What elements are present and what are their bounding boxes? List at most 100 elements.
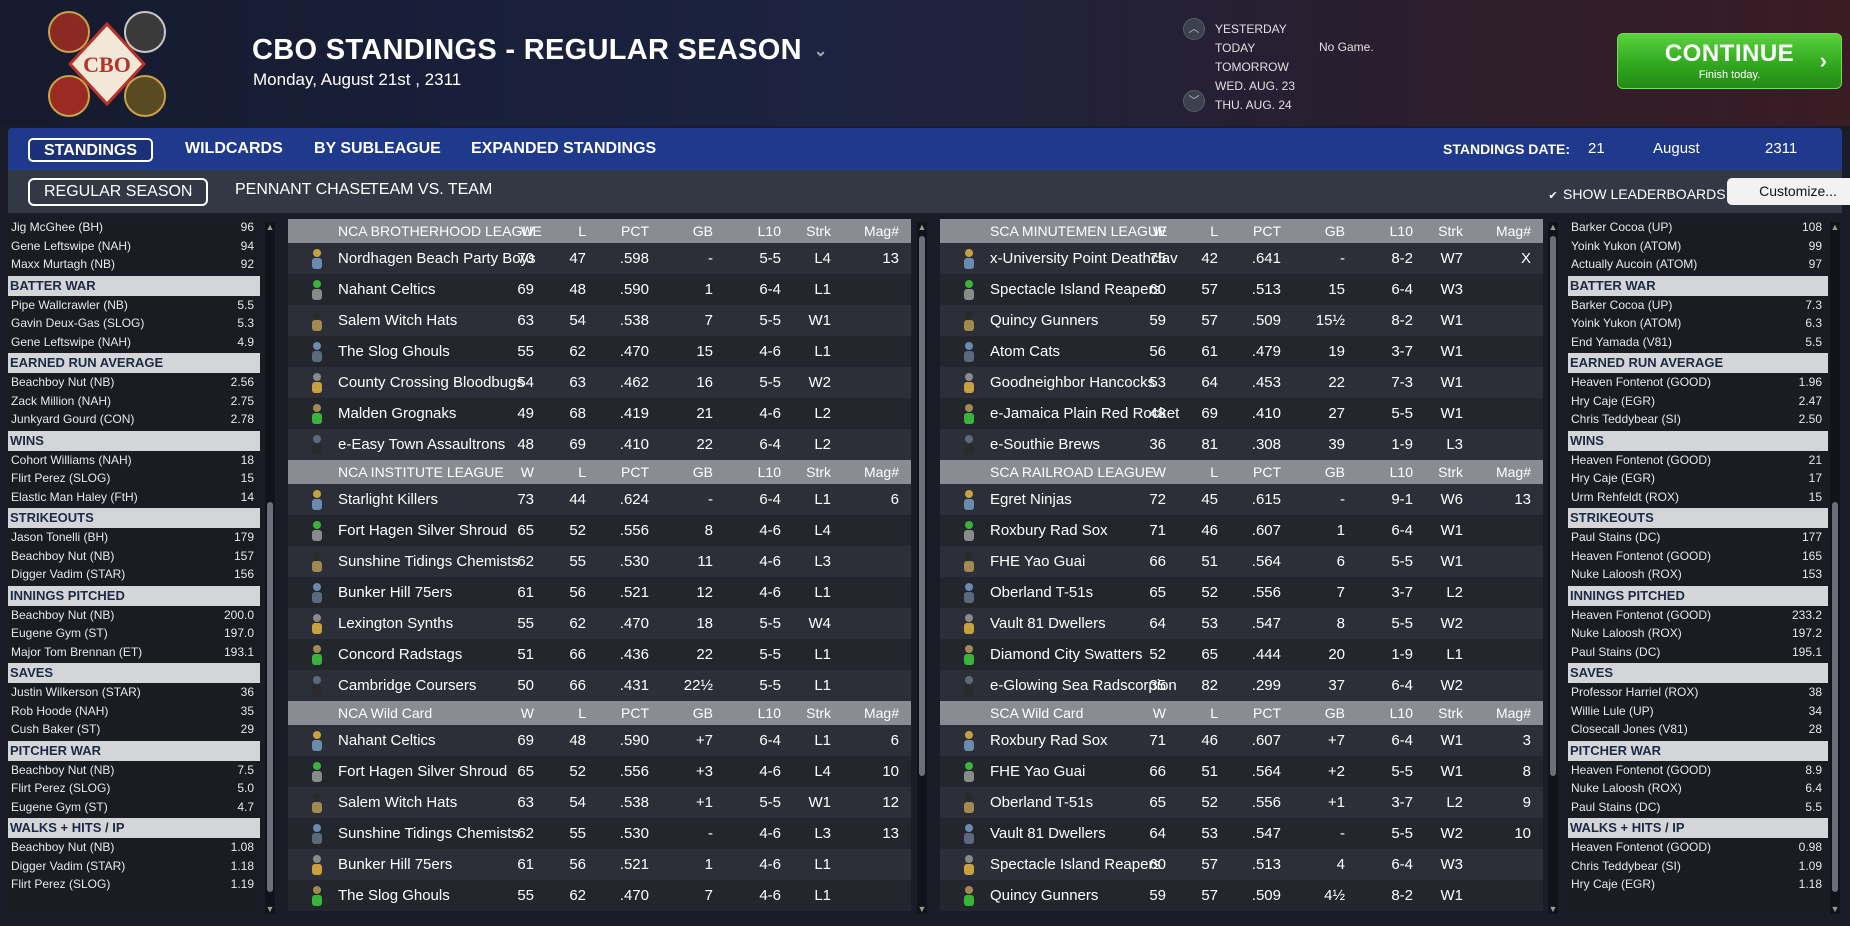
column-header[interactable]: GB xyxy=(692,464,713,480)
column-header[interactable]: L10 xyxy=(757,464,781,480)
leader-row[interactable]: Urm Rehfeldt (ROX) 15 xyxy=(1568,488,1828,507)
schedule-tomorrow[interactable]: TOMORROW xyxy=(1215,60,1289,74)
tab-expanded-standings[interactable]: EXPANDED STANDINGS xyxy=(471,140,657,157)
leader-row[interactable]: Paul Stains (DC) 5.5 xyxy=(1568,798,1828,817)
team-row[interactable]: Salem Witch Hats 63 54 .538 +1 5-5 W1 12 xyxy=(288,787,911,818)
column-header[interactable]: L xyxy=(1210,464,1218,480)
team-row[interactable]: Vault 81 Dwellers 64 53 .547 8 5-5 W2 xyxy=(940,608,1543,639)
standings-date-year[interactable]: 2311 xyxy=(1765,140,1798,157)
column-header[interactable]: L10 xyxy=(757,705,781,721)
leader-row[interactable]: Nuke Laloosh (ROX) 153 xyxy=(1568,565,1828,584)
leader-row[interactable]: Closecall Jones (V81) 28 xyxy=(1568,720,1828,739)
team-name[interactable]: Diamond City Swatters xyxy=(990,646,1143,663)
column-header[interactable]: L xyxy=(578,464,586,480)
column-header[interactable]: Mag# xyxy=(863,223,899,239)
leader-row[interactable]: Chris Teddybear (SI) 2.50 xyxy=(1568,410,1828,429)
schedule-day-5[interactable]: THU. AUG. 24 xyxy=(1215,98,1292,112)
leader-row[interactable]: End Yamada (V81) 5.5 xyxy=(1568,333,1828,352)
team-row[interactable]: e-Easy Town Assaultrons 48 69 .410 22 6-4 L2 xyxy=(288,429,911,460)
team-row[interactable]: Starlight Killers 73 44 .624 - 6-4 L1 6 xyxy=(288,484,911,515)
team-row[interactable]: Cambridge Coursers 50 66 .431 22½ 5-5 L1 xyxy=(288,670,911,701)
column-header[interactable]: Mag# xyxy=(1495,705,1531,721)
scroll-thumb[interactable] xyxy=(267,502,273,892)
leader-row[interactable]: Flirt Perez (SLOG) 5.0 xyxy=(8,779,260,798)
chevron-down-icon[interactable]: ▼ xyxy=(1830,904,1840,914)
leader-row[interactable]: Flirt Perez (SLOG) 15 xyxy=(8,469,260,488)
chevron-up-icon[interactable]: ▲ xyxy=(1830,222,1840,232)
team-name[interactable]: Fort Hagen Silver Shroud xyxy=(338,763,508,780)
team-name[interactable]: Sunshine Tidings Chemists xyxy=(338,553,519,570)
team-row[interactable]: Quincy Gunners 59 57 .509 15½ 8-2 W1 xyxy=(940,305,1543,336)
leader-row[interactable]: Hry Caje (EGR) 1.18 xyxy=(1568,875,1828,894)
column-header[interactable]: Mag# xyxy=(1495,223,1531,239)
schedule-yesterday[interactable]: YESTERDAY xyxy=(1215,22,1287,36)
column-header[interactable]: W xyxy=(1152,464,1166,480)
scroll-thumb[interactable] xyxy=(1550,236,1556,776)
team-name[interactable]: e-Jamaica Plain Red Rocket xyxy=(990,405,1180,422)
column-header[interactable]: L10 xyxy=(1389,705,1413,721)
leader-row[interactable]: Digger Vadim (STAR) 1.18 xyxy=(8,857,260,876)
dropdown-caret-icon[interactable]: ⌄ xyxy=(813,43,828,61)
team-name[interactable]: Starlight Killers xyxy=(338,491,439,508)
leader-row[interactable]: Eugene Gym (ST) 197.0 xyxy=(8,624,260,643)
team-name[interactable]: x-University Point Deathclav xyxy=(990,250,1178,267)
tab-by-subleague[interactable]: BY SUBLEAGUE xyxy=(314,140,441,157)
chevron-up-icon[interactable]: ︿ xyxy=(1183,18,1205,40)
team-name[interactable]: Cambridge Coursers xyxy=(338,677,477,694)
tab-pennant-chase[interactable]: PENNANT CHASE xyxy=(235,181,371,198)
team-row[interactable]: County Crossing Bloodbugs 54 63 .462 16 5-5 W2 xyxy=(288,367,911,398)
leader-row[interactable]: Flirt Perez (SLOG) 1.19 xyxy=(8,875,260,894)
column-header[interactable]: GB xyxy=(692,223,713,239)
team-name[interactable]: Sunshine Tidings Chemists xyxy=(338,825,519,842)
column-header[interactable]: Mag# xyxy=(1495,464,1531,480)
team-row[interactable]: Malden Grognaks 49 68 .419 21 4-6 L2 xyxy=(288,398,911,429)
chevron-up-icon[interactable]: ▲ xyxy=(917,222,927,232)
leader-row[interactable]: Professor Harriel (ROX) 38 xyxy=(1568,683,1828,702)
column-header[interactable]: Strk xyxy=(1438,223,1463,239)
leader-row[interactable]: Gene Leftswipe (NAH) 4.9 xyxy=(8,333,260,352)
team-row[interactable]: Roxbury Rad Sox 71 46 .607 +7 6-4 W1 3 xyxy=(940,725,1543,756)
leader-row[interactable]: Heaven Fontenot (GOOD) 233.2 xyxy=(1568,606,1828,625)
leader-row[interactable]: Elastic Man Haley (FtH) 14 xyxy=(8,488,260,507)
column-header[interactable]: PCT xyxy=(1253,464,1281,480)
team-name[interactable]: Nordhagen Beach Party Boys xyxy=(338,250,536,267)
schedule-today[interactable]: TODAY xyxy=(1215,41,1256,55)
team-row[interactable]: Bunker Hill 75ers 61 56 .521 1 4-6 L1 xyxy=(288,849,911,880)
team-name[interactable]: e-Easy Town Assaultrons xyxy=(338,436,506,453)
team-row[interactable]: Fort Hagen Silver Shroud 65 52 .556 +3 4-6 L4 1… xyxy=(288,756,911,787)
team-row[interactable]: e-Southie Brews 36 81 .308 39 1-9 L3 xyxy=(940,429,1543,460)
column-header[interactable]: L10 xyxy=(1389,223,1413,239)
right-leaderboard-scrollbar[interactable]: ▲ ▼ xyxy=(1830,222,1840,914)
team-name[interactable]: e-Glowing Sea Radscorpion xyxy=(990,677,1177,694)
leader-row[interactable]: Barker Cocoa (UP) 108 xyxy=(1568,218,1828,237)
leader-row[interactable]: Cohort Williams (NAH) 18 xyxy=(8,451,260,470)
leader-row[interactable]: Nuke Laloosh (ROX) 197.2 xyxy=(1568,624,1828,643)
team-name[interactable]: County Crossing Bloodbugs xyxy=(338,374,524,391)
team-name[interactable]: Concord Radstags xyxy=(338,646,463,663)
column-header[interactable]: PCT xyxy=(1253,223,1281,239)
left-leaderboard-scrollbar[interactable]: ▲ ▼ xyxy=(265,222,275,914)
column-header[interactable]: W xyxy=(1152,223,1166,239)
team-name[interactable]: Spectacle Island Reapers xyxy=(990,281,1161,298)
standings-date-day[interactable]: 21 xyxy=(1588,140,1605,157)
chevron-down-icon[interactable]: ▼ xyxy=(1548,904,1558,914)
team-row[interactable]: e-Glowing Sea Radscorpion 35 82 .299 37 6-4 W2 xyxy=(940,670,1543,701)
leader-row[interactable]: Beachboy Nut (NB) 200.0 xyxy=(8,606,260,625)
team-row[interactable]: Roxbury Rad Sox 71 46 .607 1 6-4 W1 xyxy=(940,515,1543,546)
team-row[interactable]: Concord Radstags 51 66 .436 22 5-5 L1 xyxy=(288,639,911,670)
chevron-up-icon[interactable]: ▲ xyxy=(1548,222,1558,232)
team-name[interactable]: Roxbury Rad Sox xyxy=(990,732,1108,749)
team-row[interactable]: Sunshine Tidings Chemists 62 55 .530 11 4-6 L3 xyxy=(288,546,911,577)
column-header[interactable]: L10 xyxy=(1389,464,1413,480)
column-header[interactable]: PCT xyxy=(1253,705,1281,721)
leader-row[interactable]: Paul Stains (DC) 177 xyxy=(1568,528,1828,547)
team-name[interactable]: Fort Hagen Silver Shroud xyxy=(338,522,508,539)
leader-row[interactable]: Nuke Laloosh (ROX) 6.4 xyxy=(1568,779,1828,798)
standings-right-scrollbar[interactable]: ▲ ▼ xyxy=(1548,222,1558,914)
leader-row[interactable]: Eugene Gym (ST) 4.7 xyxy=(8,798,260,817)
team-name[interactable]: e-Southie Brews xyxy=(990,436,1101,453)
team-name[interactable]: The Slog Ghouls xyxy=(338,343,450,360)
leader-row[interactable]: Zack Million (NAH) 2.75 xyxy=(8,392,260,411)
team-name[interactable]: Salem Witch Hats xyxy=(338,312,458,329)
team-name[interactable]: Egret Ninjas xyxy=(990,491,1072,508)
